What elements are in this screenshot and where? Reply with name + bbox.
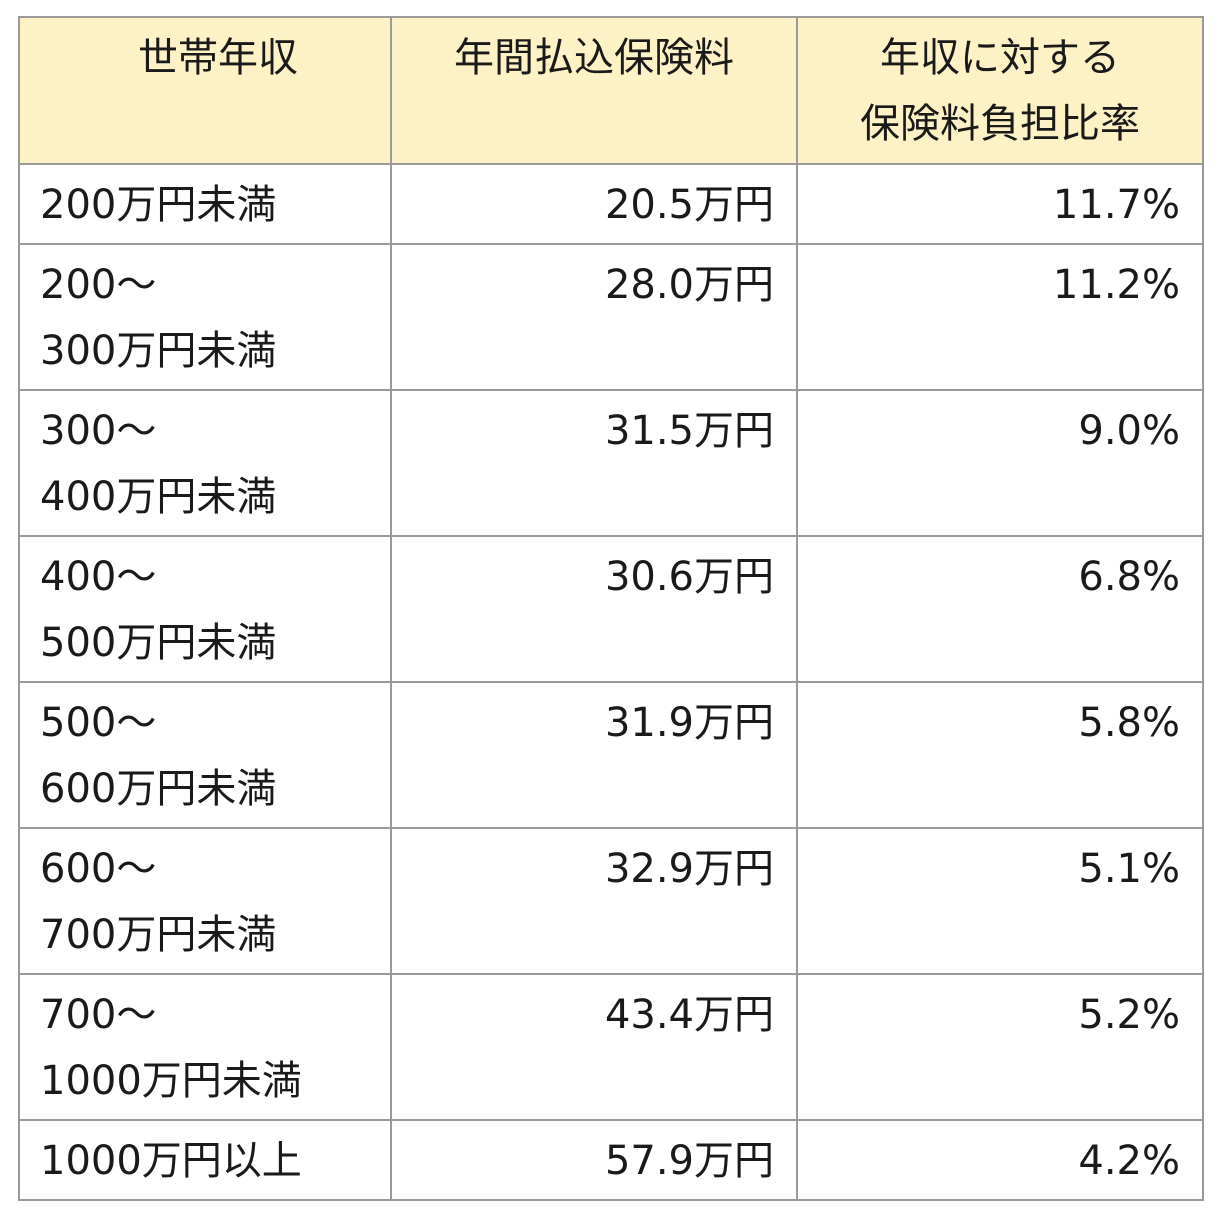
income-cell: 700～ 1000万円未満 [18, 973, 392, 1121]
table-row: 200万円未満 20.5万円 11.7% [18, 163, 1204, 245]
ratio-cell: 9.0% [796, 389, 1204, 537]
premium-cell: 57.9万円 [390, 1119, 798, 1201]
income-line2: 1000万円未満 [40, 1058, 302, 1104]
premium-cell: 30.6万円 [390, 535, 798, 683]
ratio-cell: 11.7% [796, 163, 1204, 245]
income-cell: 200万円未満 [18, 163, 392, 245]
table-header: 世帯年収 年間払込保険料 年収に対する 保険料負担比率 [18, 16, 1204, 165]
header-premium-ratio: 年収に対する 保険料負担比率 [796, 16, 1204, 165]
table-row: 400～ 500万円未満 30.6万円 6.8% [18, 535, 1204, 683]
income-line2: 600万円未満 [40, 766, 277, 812]
table-body: 200万円未満 20.5万円 11.7% 200～ 300万円未満 28.0万円… [18, 163, 1204, 1201]
ratio-cell: 5.8% [796, 681, 1204, 829]
income-line1: 500～ [40, 700, 157, 746]
ratio-cell: 5.2% [796, 973, 1204, 1121]
table-row: 200～ 300万円未満 28.0万円 11.2% [18, 243, 1204, 391]
header-row: 世帯年収 年間払込保険料 年収に対する 保険料負担比率 [18, 16, 1204, 165]
income-line1: 600～ [40, 846, 157, 892]
income-cell: 300～ 400万円未満 [18, 389, 392, 537]
header-premium-ratio-line2: 保険料負担比率 [860, 101, 1140, 147]
premium-cell: 31.9万円 [390, 681, 798, 829]
premium-cell: 28.0万円 [390, 243, 798, 391]
income-cell: 200～ 300万円未満 [18, 243, 392, 391]
income-line2: 700万円未満 [40, 912, 277, 958]
ratio-cell: 11.2% [796, 243, 1204, 391]
header-premium-ratio-line1: 年収に対する [880, 35, 1120, 81]
table-row: 600～ 700万円未満 32.9万円 5.1% [18, 827, 1204, 975]
income-line1: 400～ [40, 554, 157, 600]
table-row: 300～ 400万円未満 31.5万円 9.0% [18, 389, 1204, 537]
ratio-cell: 4.2% [796, 1119, 1204, 1201]
income-cell: 1000万円以上 [18, 1119, 392, 1201]
premium-cell: 32.9万円 [390, 827, 798, 975]
header-household-income: 世帯年収 [18, 16, 392, 165]
income-line1: 200万円未満 [40, 182, 277, 228]
income-line1: 1000万円以上 [40, 1138, 302, 1184]
premium-cell: 20.5万円 [390, 163, 798, 245]
income-cell: 400～ 500万円未満 [18, 535, 392, 683]
table-row: 700～ 1000万円未満 43.4万円 5.2% [18, 973, 1204, 1121]
insurance-premium-table: 世帯年収 年間払込保険料 年収に対する 保険料負担比率 200万円未満 20.5… [18, 16, 1204, 1201]
income-cell: 600～ 700万円未満 [18, 827, 392, 975]
table-row: 500～ 600万円未満 31.9万円 5.8% [18, 681, 1204, 829]
premium-cell: 31.5万円 [390, 389, 798, 537]
income-line1: 700～ [40, 992, 157, 1038]
income-cell: 500～ 600万円未満 [18, 681, 392, 829]
income-line2: 300万円未満 [40, 328, 277, 374]
ratio-cell: 6.8% [796, 535, 1204, 683]
table-row: 1000万円以上 57.9万円 4.2% [18, 1119, 1204, 1201]
income-line1: 300～ [40, 408, 157, 454]
income-line2: 500万円未満 [40, 620, 277, 666]
income-line2: 400万円未満 [40, 474, 277, 520]
premium-cell: 43.4万円 [390, 973, 798, 1121]
income-line1: 200～ [40, 262, 157, 308]
header-annual-premium: 年間払込保険料 [390, 16, 798, 165]
ratio-cell: 5.1% [796, 827, 1204, 975]
